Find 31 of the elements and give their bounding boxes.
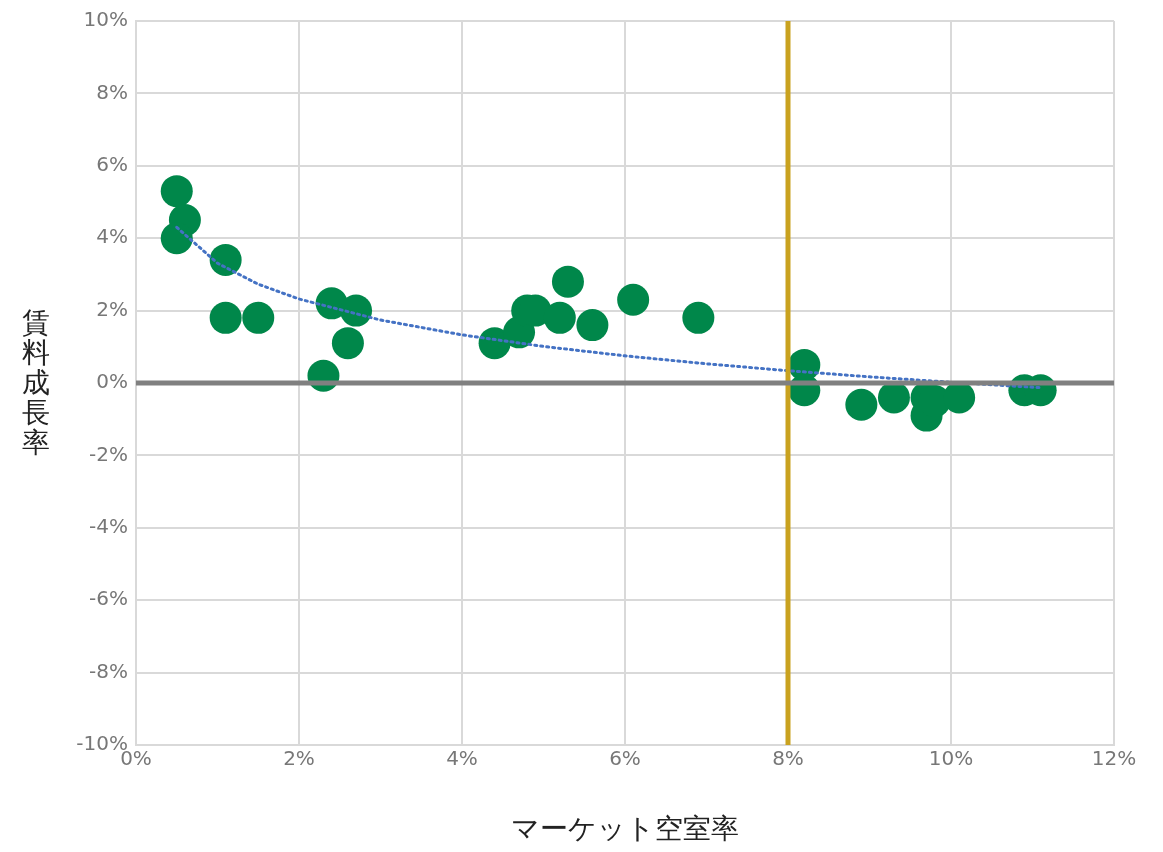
point <box>617 283 650 316</box>
y-tick-label: -4% <box>89 514 128 538</box>
point <box>331 327 364 360</box>
x-tick-label: 10% <box>928 746 974 771</box>
y-tick-label: 0% <box>96 369 128 394</box>
point <box>682 301 715 334</box>
x-tick-label: 4% <box>446 746 478 771</box>
point <box>576 309 609 342</box>
y-tick-label: -6% <box>89 586 128 611</box>
y-tick-label: 6% <box>96 152 128 176</box>
y-tick-label: 4% <box>96 224 128 249</box>
y-tick-label: 10% <box>83 7 128 32</box>
point <box>551 265 584 298</box>
y-tick-label: 8% <box>96 79 128 104</box>
point <box>543 301 576 334</box>
x-tick-label: 12% <box>1091 746 1137 771</box>
x-tick-label: 8% <box>772 746 804 771</box>
y-tick-label: -8% <box>89 658 128 683</box>
point <box>340 294 373 327</box>
y-tick-label: -2% <box>89 441 128 466</box>
x-tick-label: 2% <box>283 746 315 771</box>
point <box>209 243 242 276</box>
point <box>845 388 878 421</box>
point <box>160 222 193 255</box>
x-tick-label: 6% <box>609 746 641 771</box>
y-axis-title: 賃料成長率 <box>22 306 50 459</box>
point <box>209 301 242 334</box>
y-tick-label: 2% <box>96 296 128 321</box>
point <box>242 301 275 334</box>
x-axis-title: マーケット空室率 <box>511 812 739 846</box>
point <box>160 175 193 208</box>
